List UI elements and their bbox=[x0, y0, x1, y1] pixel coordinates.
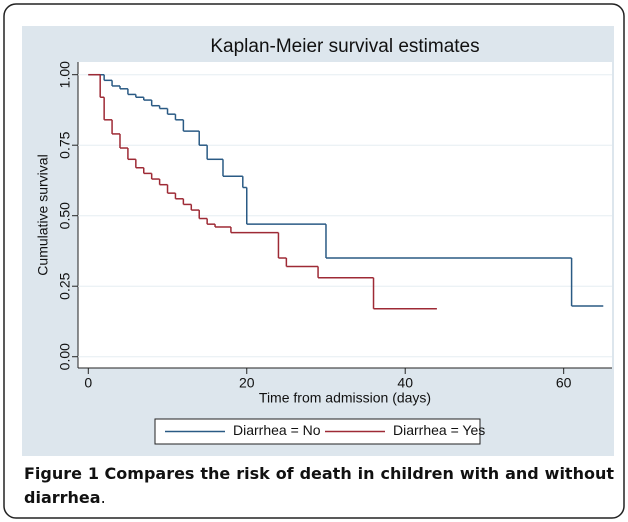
caption-text: Compares the risk of death in children w… bbox=[24, 464, 614, 507]
caption: Figure 1 Compares the risk of death in c… bbox=[24, 462, 614, 510]
x-tick-label: 60 bbox=[556, 375, 572, 391]
x-tick-label: 0 bbox=[84, 375, 92, 391]
legend-label: Diarrhea = Yes bbox=[393, 422, 485, 438]
y-tick-label: 0.25 bbox=[57, 272, 73, 299]
caption-end: . bbox=[100, 488, 106, 507]
y-tick-label: 0.50 bbox=[57, 202, 73, 229]
x-tick-label: 20 bbox=[239, 375, 255, 391]
y-axis-label: Cumulative survival bbox=[35, 154, 51, 275]
legend-label: Diarrhea = No bbox=[233, 422, 321, 438]
x-tick-label: 40 bbox=[397, 375, 413, 391]
y-tick-label: 0.00 bbox=[57, 343, 73, 370]
caption-label: Figure 1 bbox=[24, 464, 100, 483]
y-tick-label: 1.00 bbox=[57, 61, 73, 88]
x-axis-label: Time from admission (days) bbox=[259, 390, 431, 406]
plot-area bbox=[78, 62, 612, 368]
chart-title: Kaplan-Meier survival estimates bbox=[210, 36, 479, 57]
y-tick-label: 0.75 bbox=[57, 131, 73, 158]
